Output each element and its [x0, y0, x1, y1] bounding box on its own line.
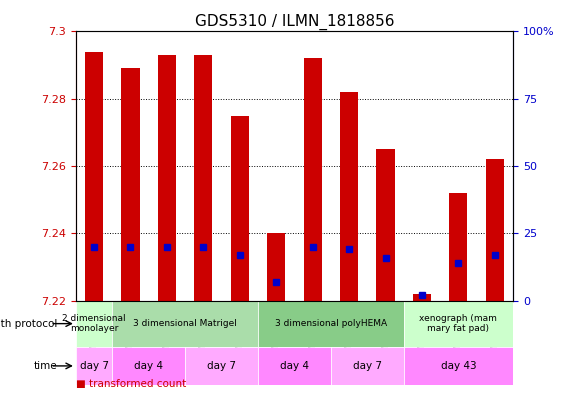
Text: time: time [34, 361, 58, 371]
Text: day 7: day 7 [353, 361, 382, 371]
FancyBboxPatch shape [403, 301, 513, 347]
FancyBboxPatch shape [258, 347, 331, 385]
Bar [486, 159, 504, 301]
FancyBboxPatch shape [76, 347, 112, 385]
Bar [304, 58, 322, 301]
Bar [377, 149, 395, 301]
Text: day 4: day 4 [134, 361, 163, 371]
FancyBboxPatch shape [331, 347, 403, 385]
FancyBboxPatch shape [185, 347, 258, 385]
Text: day 7: day 7 [79, 361, 108, 371]
Bar [121, 68, 139, 301]
Text: day 43: day 43 [441, 361, 476, 371]
Bar [340, 92, 358, 301]
Text: growth protocol: growth protocol [0, 319, 58, 329]
Bar [194, 55, 212, 301]
FancyBboxPatch shape [76, 301, 112, 347]
Text: day 4: day 4 [280, 361, 309, 371]
FancyBboxPatch shape [112, 301, 258, 347]
Text: 3 dimensional Matrigel: 3 dimensional Matrigel [133, 319, 237, 328]
Bar [267, 233, 285, 301]
Text: 2 dimensional
monolayer: 2 dimensional monolayer [62, 314, 126, 333]
Text: 3 dimensional polyHEMA: 3 dimensional polyHEMA [275, 319, 387, 328]
Bar [158, 55, 176, 301]
Text: ■ transformed count: ■ transformed count [76, 379, 186, 389]
FancyBboxPatch shape [403, 347, 513, 385]
Bar [449, 193, 468, 301]
Bar [231, 116, 249, 301]
FancyBboxPatch shape [112, 347, 185, 385]
Title: GDS5310 / ILMN_1818856: GDS5310 / ILMN_1818856 [195, 14, 394, 30]
FancyBboxPatch shape [258, 301, 403, 347]
Bar [85, 51, 103, 301]
Bar [413, 294, 431, 301]
Text: xenograph (mam
mary fat pad): xenograph (mam mary fat pad) [419, 314, 497, 333]
Text: day 7: day 7 [207, 361, 236, 371]
